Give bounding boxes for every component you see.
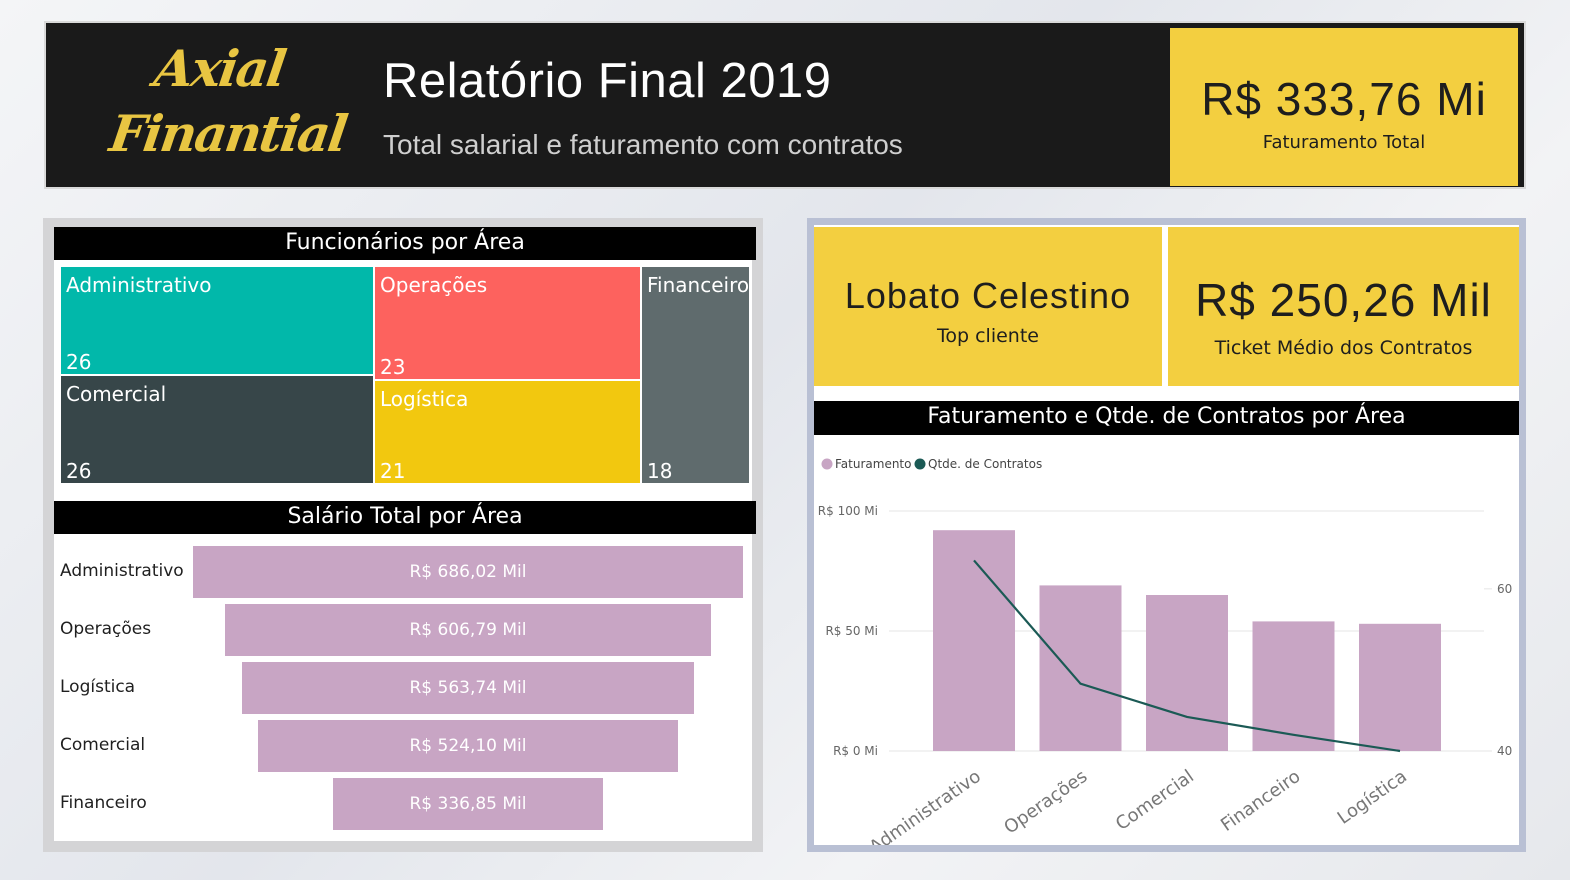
treemap-cell-value: 21: [380, 459, 406, 483]
y-left-tick-label: R$ 100 Mi: [818, 504, 878, 518]
kpi-total-value: R$ 333,76 Mi: [1201, 73, 1487, 125]
funnel-bar: R$ 524,10 Mil: [257, 720, 679, 772]
funnel-row-label: Financeiro: [60, 793, 147, 813]
treemap-cell-value: 26: [66, 350, 92, 374]
treemap-cell-value: 23: [380, 355, 406, 379]
combo-chart: Faturamento Qtde. de Contratos R$ 0 Mi R$…: [814, 435, 1519, 858]
y-right-tick-label: 40: [1497, 744, 1512, 758]
funnel-row-label: Logística: [60, 677, 136, 697]
funnel-row[interactable]: Administrativo R$ 686,02 Mil: [54, 546, 752, 598]
combo-chart-svg: Faturamento Qtde. de Contratos R$ 0 MiR$…: [818, 457, 1512, 858]
x-tick-label: Financeiro: [1217, 766, 1304, 836]
legend-swatch-contratos: [914, 458, 926, 470]
treemap-employees-by-area: Administrativo 26 Operações 23 Financeir…: [60, 266, 750, 484]
funnel-row[interactable]: Logística R$ 563,74 Mil: [54, 662, 752, 714]
kpi-ticket[interactable]: R$ 250,26 Mil Ticket Médio dos Contratos: [1168, 227, 1519, 386]
header-banner: Axial Finantial Relatório Final 2019 Tot…: [44, 21, 1526, 189]
kpi-top-client-value: Lobato Celestino: [844, 275, 1132, 316]
kpi-ticket-label: Ticket Médio dos Contratos: [1214, 337, 1473, 359]
treemap-cell-value: 18: [647, 459, 673, 483]
funnel-bar: R$ 686,02 Mil: [193, 546, 743, 598]
kpi-top-client[interactable]: Lobato Celestino Top cliente: [814, 227, 1162, 386]
funnel-row-label: Comercial: [60, 735, 146, 755]
kpi-top-client-label: Top cliente: [937, 325, 1039, 347]
x-tick-label: Comercial: [1112, 766, 1198, 835]
x-tick-label: Logística: [1334, 766, 1411, 829]
kpi-total-revenue[interactable]: R$ 333,76 Mi Faturamento Total: [1170, 28, 1518, 186]
bar-faturamento: [933, 530, 1015, 751]
funnel-row[interactable]: Operações R$ 606,79 Mil: [54, 604, 752, 656]
y-left-tick-label: R$ 50 Mi: [825, 624, 878, 638]
company-logo: Axial Finantial: [106, 39, 350, 163]
treemap-cell-label: Comercial: [66, 382, 167, 406]
bar-faturamento: [1252, 621, 1335, 751]
x-tick-label: Operações: [1000, 766, 1091, 839]
bar-faturamento: [1039, 585, 1122, 751]
treemap-cell-label: Administrativo: [66, 273, 212, 297]
treemap-cell-logistica[interactable]: Logística 21: [374, 380, 641, 484]
funnel-title: Salário Total por Área: [54, 501, 756, 534]
left-panel: Funcionários por Área Administrativo 26 …: [43, 218, 763, 852]
combo-chart-title: Faturamento e Qtde. de Contratos por Áre…: [814, 401, 1519, 435]
page-title: Relatório Final 2019: [383, 54, 832, 108]
bar-faturamento: [1146, 595, 1228, 751]
plot-area: R$ 0 Mi R$ 50 Mi R$ 100 Mi 40 60 Administrati…: [818, 504, 1512, 858]
funnel-bar: R$ 563,74 Mil: [242, 662, 694, 714]
treemap-cell-financeiro[interactable]: Financeiro 18: [641, 266, 750, 484]
funnel-row-label: Operações: [60, 619, 152, 639]
kpi-total-label: Faturamento Total: [1262, 132, 1426, 153]
treemap-cell-label: Logística: [380, 387, 469, 411]
treemap-cell-administrativo[interactable]: Administrativo 26: [60, 266, 374, 375]
funnel-bar: R$ 336,85 Mil: [332, 778, 604, 830]
legend-swatch-faturamento: [821, 458, 833, 470]
line-qtde-contratos: [973, 559, 1401, 753]
treemap-cell-label: Operações: [380, 273, 488, 297]
funnel-row-label: Administrativo: [60, 561, 184, 581]
legend-label-faturamento: Faturamento: [835, 457, 911, 471]
funnel-row[interactable]: Comercial R$ 524,10 Mil: [54, 720, 752, 772]
treemap-cell-comercial[interactable]: Comercial 26: [60, 375, 374, 484]
treemap-cell-value: 26: [66, 459, 92, 483]
bar-faturamento: [1359, 623, 1441, 751]
kpi-ticket-value: R$ 250,26 Mil: [1195, 274, 1492, 326]
treemap-cell-operacoes[interactable]: Operações 23: [374, 266, 641, 380]
funnel-bar: R$ 606,79 Mil: [224, 604, 712, 656]
right-panel: Lobato Celestino Top cliente R$ 250,26 M…: [807, 218, 1526, 858]
treemap-title: Funcionários por Área: [54, 227, 756, 260]
legend-label-contratos: Qtde. de Contratos: [928, 457, 1042, 471]
treemap-cell-label: Financeiro: [647, 273, 750, 297]
page-subtitle: Total salarial e faturamento com contrat…: [383, 129, 903, 160]
y-left-tick-label: R$ 0 Mi: [833, 744, 878, 758]
x-tick-label: Administrativo: [866, 766, 985, 845]
y-right-tick-label: 60: [1497, 582, 1512, 596]
funnel-row[interactable]: Financeiro R$ 336,85 Mil: [54, 778, 752, 830]
